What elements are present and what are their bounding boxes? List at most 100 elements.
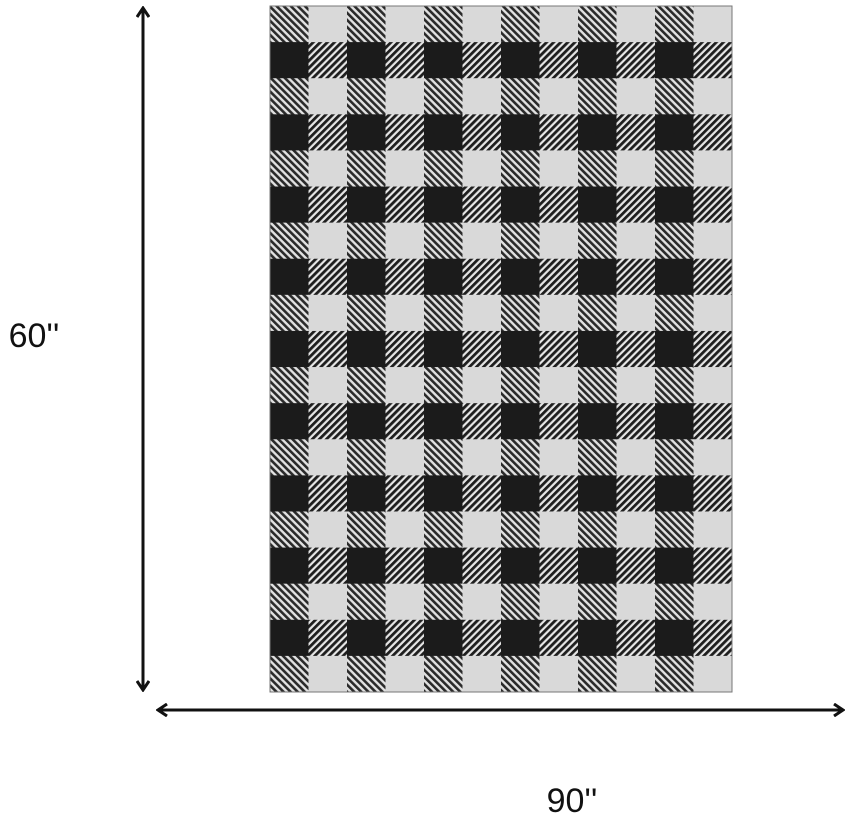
- rug-cell: [385, 475, 425, 512]
- rug-cell: [578, 78, 617, 115]
- rug-cell: [308, 222, 348, 260]
- rug-cell: [462, 655, 502, 693]
- rug-cell: [462, 294, 502, 332]
- rug-cell: [693, 78, 733, 115]
- rug-cell: [616, 186, 656, 224]
- rug-cell: [539, 655, 579, 693]
- rug-cell: [462, 150, 502, 188]
- rug-cell: [501, 294, 540, 332]
- rug-cell: [308, 511, 348, 549]
- rug-cell: [424, 655, 463, 693]
- rug-cell: [385, 78, 425, 115]
- rug-cell: [655, 403, 694, 440]
- rug-cell: [501, 6, 540, 43]
- rug-cell: [616, 78, 656, 115]
- rug-cell: [347, 78, 386, 115]
- rug-cell: [578, 114, 617, 151]
- rug-cell: [308, 619, 348, 657]
- rug-cell: [578, 150, 617, 188]
- rug-cell: [655, 222, 694, 260]
- rug-cell: [501, 114, 540, 151]
- rug-cell: [539, 222, 579, 260]
- rug-cell: [308, 258, 348, 296]
- rug-cell: [539, 78, 579, 115]
- rug-cell: [347, 547, 386, 585]
- rug-cell: [424, 583, 463, 621]
- rug-cell: [539, 42, 579, 79]
- rug-cell: [693, 222, 733, 260]
- rug-cell: [270, 583, 309, 621]
- rug-cell: [424, 367, 463, 404]
- rug-cell: [424, 186, 463, 224]
- rug-cell: [270, 78, 309, 115]
- rug-cell: [693, 367, 733, 404]
- rug-cell: [539, 403, 579, 440]
- rug-cell: [501, 367, 540, 404]
- rug-cell: [270, 439, 309, 476]
- rug-cell: [308, 114, 348, 151]
- rug-cell: [424, 150, 463, 188]
- rug-cell: [347, 222, 386, 260]
- rug-cell: [501, 619, 540, 657]
- rug-cell: [616, 258, 656, 296]
- rug-cell: [693, 294, 733, 332]
- rug-cell: [347, 6, 386, 43]
- rug-cell: [347, 583, 386, 621]
- rug-cell: [655, 6, 694, 43]
- rug-cell: [270, 42, 309, 79]
- rug-cell: [655, 583, 694, 621]
- rug-cell: [385, 367, 425, 404]
- rug-cell: [693, 330, 733, 368]
- rug-cell: [501, 150, 540, 188]
- rug-cell: [270, 403, 309, 440]
- rug-cell: [578, 511, 617, 549]
- rug-cell: [385, 619, 425, 657]
- rug-cell: [385, 439, 425, 476]
- rug-cell: [539, 475, 579, 512]
- rug-cell: [462, 367, 502, 404]
- rug-cell: [616, 655, 656, 693]
- rug-cell: [270, 330, 309, 368]
- rug-cell: [385, 222, 425, 260]
- rug-cell: [655, 439, 694, 476]
- rug-cell: [501, 258, 540, 296]
- rug-cell: [539, 186, 579, 224]
- rug-cell: [578, 403, 617, 440]
- rug-cell: [308, 547, 348, 585]
- rug-cell: [308, 330, 348, 368]
- rug-cell: [270, 547, 309, 585]
- rug-cell: [578, 294, 617, 332]
- rug-cell: [539, 439, 579, 476]
- rug-cell: [424, 403, 463, 440]
- rug-cell: [347, 330, 386, 368]
- rug-cell: [424, 330, 463, 368]
- rug-cell: [693, 403, 733, 440]
- rug-cell: [616, 6, 656, 43]
- rug-cell: [693, 114, 733, 151]
- rug-cell: [693, 511, 733, 549]
- rug-cell: [385, 186, 425, 224]
- rug-cell: [655, 150, 694, 188]
- rug-cell: [655, 475, 694, 512]
- rug-cell: [539, 511, 579, 549]
- width-label: 90'': [547, 782, 598, 819]
- rug-cell: [616, 222, 656, 260]
- rug-cell: [424, 78, 463, 115]
- rug-cell: [501, 42, 540, 79]
- rug-cell: [308, 439, 348, 476]
- rug-cell: [308, 475, 348, 512]
- rug-cell: [424, 547, 463, 585]
- rug-cell: [308, 367, 348, 404]
- rug-cell: [462, 6, 502, 43]
- rug-cell: [424, 619, 463, 657]
- rug-cell: [270, 511, 309, 549]
- rug-cell: [501, 547, 540, 585]
- rug-cell: [385, 6, 425, 43]
- rug-cell: [616, 367, 656, 404]
- rug-cell: [501, 186, 540, 224]
- rug-cell: [539, 150, 579, 188]
- rug-cell: [270, 114, 309, 151]
- rug-cell: [347, 150, 386, 188]
- rug-cell: [539, 6, 579, 43]
- rug-cell: [655, 42, 694, 79]
